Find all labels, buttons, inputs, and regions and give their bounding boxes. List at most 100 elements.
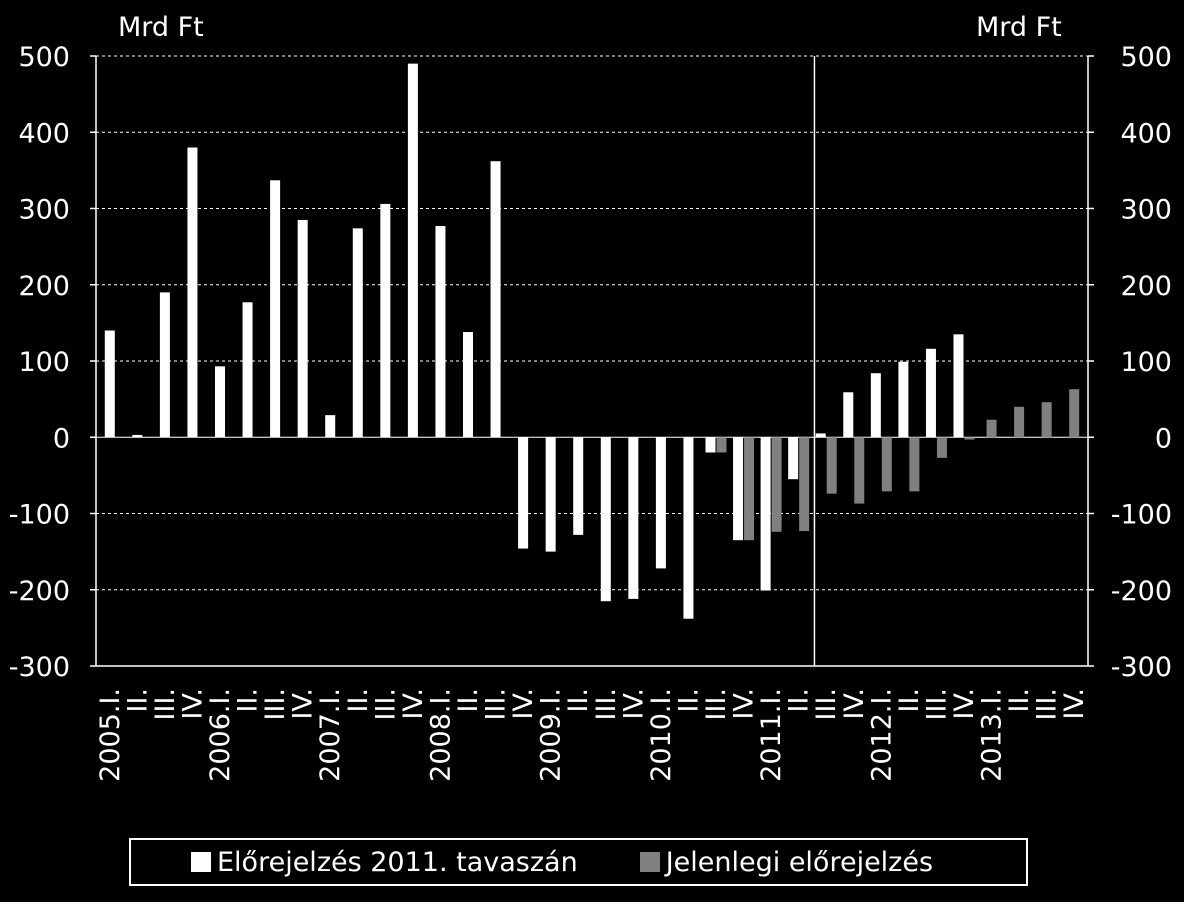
- right-axis-unit: Mrd Ft: [976, 12, 1062, 43]
- left-tick-label: 100: [18, 347, 70, 378]
- left-tick-label: 0: [53, 423, 70, 454]
- category-label: II.: [784, 688, 815, 713]
- legend-item-forecast-2011: Előrejelzés 2011. tavaszán: [191, 847, 578, 878]
- bar-forecast-2011: [325, 415, 336, 438]
- left-tick-label: 500: [18, 42, 70, 73]
- category-label: II.: [563, 688, 594, 713]
- legend-label-forecast-2011: Előrejelzés 2011. tavaszán: [217, 846, 578, 878]
- category-label: IV.: [729, 688, 760, 720]
- bar-forecast-2011: [733, 437, 744, 541]
- right-tick-label: 400: [1120, 118, 1172, 149]
- category-label: 2005.I.: [95, 688, 126, 782]
- category-label: II.: [453, 688, 484, 713]
- category-label: 2009.I.: [536, 688, 567, 782]
- bar-forecast-2011: [435, 226, 446, 438]
- category-label: III.: [370, 688, 401, 720]
- bar-forecast-2011: [705, 437, 716, 453]
- chart: 500 500 400 400 300 300 200 200 100 100 0 0 -100 -100…: [9, 42, 1172, 782]
- category-label: 2008.I.: [425, 688, 456, 782]
- left-tick-label: 300: [18, 195, 70, 226]
- bar-current-forecast: [1014, 406, 1025, 438]
- left-tick-label: -200: [9, 576, 70, 607]
- bar-forecast-2011: [898, 361, 909, 438]
- bar-current-forecast: [716, 437, 727, 453]
- bar-forecast-2011: [297, 219, 308, 438]
- right-tick-label: 0: [1155, 423, 1172, 454]
- category-label: IV.: [618, 688, 649, 720]
- category-label: III.: [150, 688, 181, 720]
- category-label: II.: [673, 688, 704, 713]
- legend: Előrejelzés 2011. tavaszán Jelenlegi elő…: [129, 838, 1028, 886]
- bar-current-forecast: [909, 437, 920, 492]
- bar-forecast-2011: [104, 330, 115, 438]
- category-label: IV.: [839, 688, 870, 720]
- left-tick-label: -300: [9, 652, 70, 683]
- category-label: II.: [343, 688, 374, 713]
- category-label: IV.: [949, 688, 980, 720]
- bar-forecast-2011: [352, 228, 363, 438]
- bar-forecast-2011: [760, 437, 771, 591]
- legend-item-current-forecast: Jelenlegi előrejelzés: [639, 847, 933, 878]
- bar-current-forecast: [936, 437, 947, 458]
- legend-swatch-white: [191, 852, 211, 872]
- category-label: 2012.I.: [866, 688, 897, 782]
- right-tick-label: 200: [1120, 271, 1172, 302]
- category-label: 2013.I.: [977, 688, 1008, 782]
- right-tick-label: 100: [1120, 347, 1172, 378]
- bar-forecast-2011: [573, 437, 584, 535]
- right-tick-label: -200: [1111, 576, 1172, 607]
- bar-forecast-2011: [788, 437, 799, 480]
- bar-current-forecast: [744, 437, 755, 541]
- right-tick-label: -300: [1111, 652, 1172, 683]
- category-label: II.: [122, 688, 153, 713]
- bar-forecast-2011: [953, 334, 964, 438]
- category-label: III.: [1032, 688, 1063, 720]
- bar-current-forecast: [826, 437, 837, 494]
- bar-current-forecast: [771, 437, 782, 532]
- bar-current-forecast: [799, 437, 810, 532]
- category-label: III.: [921, 688, 952, 720]
- category-label: 2010.I.: [646, 688, 677, 782]
- category-label: 2007.I.: [315, 688, 346, 782]
- bar-forecast-2011: [815, 433, 826, 438]
- legend-swatch-gray: [639, 852, 660, 872]
- bar-forecast-2011: [215, 366, 225, 438]
- bar-forecast-2011: [870, 373, 881, 438]
- category-label: IV.: [288, 688, 319, 720]
- category-label: IV.: [177, 688, 208, 720]
- bar-forecast-2011: [159, 292, 170, 438]
- category-label: 2006.I.: [205, 688, 236, 782]
- bar-forecast-2011: [463, 332, 473, 438]
- bar-forecast-2011: [843, 392, 854, 438]
- category-label: III.: [591, 688, 622, 720]
- bar-forecast-2011: [242, 302, 253, 438]
- bar-current-forecast: [1069, 389, 1080, 438]
- right-tick-label: -100: [1111, 500, 1172, 531]
- bar-current-forecast: [854, 437, 865, 504]
- bar-forecast-2011: [132, 434, 143, 438]
- category-label: 2011.I.: [756, 688, 787, 782]
- bar-forecast-2011: [600, 437, 611, 602]
- bar-forecast-2011: [545, 437, 556, 552]
- bar-forecast-2011: [655, 437, 666, 569]
- bar-forecast-2011: [628, 437, 639, 599]
- right-tick-label: 500: [1120, 42, 1172, 73]
- bar-current-forecast: [986, 419, 997, 438]
- bar-current-forecast: [881, 437, 892, 492]
- bar-forecast-2011: [187, 147, 198, 438]
- category-label: II.: [894, 688, 925, 713]
- category-label: III.: [481, 688, 512, 720]
- left-axis-unit: Mrd Ft: [118, 12, 204, 43]
- bar-forecast-2011: [270, 180, 281, 438]
- bar-forecast-2011: [518, 437, 529, 549]
- category-label: II.: [1004, 688, 1035, 713]
- category-label: IV.: [508, 688, 539, 720]
- category-label: III.: [260, 688, 291, 720]
- bar-forecast-2011: [380, 203, 391, 438]
- bar-forecast-2011: [925, 348, 936, 438]
- left-tick-label: -100: [9, 500, 70, 531]
- right-tick-label: 300: [1120, 195, 1172, 226]
- bar-forecast-2011: [683, 437, 694, 619]
- bar-current-forecast: [1041, 402, 1052, 438]
- left-tick-label: 200: [18, 271, 70, 302]
